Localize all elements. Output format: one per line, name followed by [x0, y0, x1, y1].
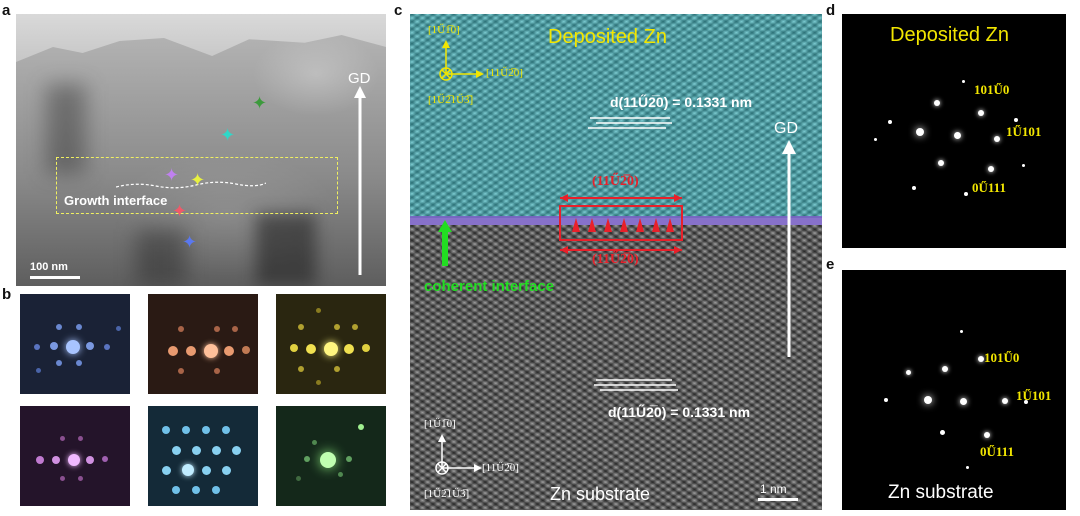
saed-pattern-green	[276, 406, 386, 506]
d-spacing-top: d(11Ű2̅0) = 0.1331 nm	[610, 94, 753, 110]
zn-substrate-label: Zn substrate	[550, 484, 651, 504]
scale-bar-c	[758, 498, 798, 501]
marker-violet-star-icon: ✦	[164, 165, 180, 185]
lattice-lines-bottom	[594, 379, 678, 391]
gd-label-c: GD	[774, 120, 798, 137]
marker-green-star-icon: ✦	[252, 93, 268, 113]
growth-region-box	[56, 157, 338, 214]
panel-label-d: d	[826, 2, 836, 19]
fft-e-index-2: 1Ű101	[1016, 388, 1052, 403]
axis-bottom-icon	[435, 434, 482, 475]
saed-pattern-yellow	[276, 294, 386, 394]
plane-label-bottom: (11Ű2̅0)	[592, 252, 639, 267]
saed-pattern-orange	[148, 294, 258, 394]
fft-d-index-3: 0Ű111	[972, 180, 1006, 195]
marker-red-star-icon: ✦	[172, 201, 188, 221]
axis-bottom-right-label: [11Ű2̅0]	[482, 462, 519, 474]
axis-bottom-up-label: [1Ű1̅0]	[424, 418, 456, 430]
axis-top-out-label: [1Ű2̅1Ű3̅]	[428, 94, 474, 106]
fft-e-index-1: 101Ű0	[984, 350, 1020, 365]
marker-yellow-star-icon: ✦	[190, 170, 206, 190]
coherent-arrow-icon	[438, 220, 452, 266]
fft-e-title: Zn substrate	[888, 482, 994, 503]
fft-d-title: Deposited Zn	[890, 24, 1009, 46]
scale-label: 100 nm	[30, 261, 68, 273]
gd-label: GD	[348, 70, 371, 87]
panel-label-b: b	[2, 286, 12, 303]
deposited-zn-label: Deposited Zn	[548, 26, 667, 48]
fft-pattern-substrate: 101Ű0 1Ű101 0Ű111 Zn substrate	[842, 270, 1066, 510]
d-spacing-bottom: d(11Ű2̅0) = 0.1331 nm	[608, 404, 751, 420]
marker-blue-star-icon: ✦	[182, 232, 198, 252]
tem-image-panel-a: Growth interface ✦ ✦ ✦ ✦ ✦ ✦ GD 100 nm	[16, 14, 386, 286]
fft-d-index-2: 1Ű101	[1006, 124, 1042, 139]
plane-label-top: (11Ű2̅0)	[592, 174, 639, 189]
scale-label-c: 1 nm	[760, 482, 787, 496]
panel-label-a: a	[2, 2, 11, 19]
lattice-lines-top	[588, 117, 672, 129]
fft-e-index-3: 0Ű111	[980, 444, 1014, 459]
axis-top-up-label: [1Ű1̅0]	[428, 24, 460, 36]
growth-interface-label: Growth interface	[64, 193, 168, 208]
saed-pattern-cyan	[148, 406, 258, 506]
coherent-interface-label: coherent interface	[424, 278, 555, 295]
coherence-arrows-icon	[559, 194, 683, 254]
panel-label-e: e	[826, 256, 835, 273]
axis-top-icon	[439, 40, 484, 81]
axis-bottom-out-label: [1Ű2̅1Ű3̅]	[424, 488, 470, 500]
marker-cyan-star-icon: ✦	[220, 125, 236, 145]
saed-pattern-blue	[20, 294, 130, 394]
gd-arrow-c-icon	[782, 140, 796, 357]
saed-pattern-violet	[20, 406, 130, 506]
fft-pattern-deposited: Deposited Zn 101Ű0 1Ű101 0Ű111	[842, 14, 1066, 248]
panel-label-c: c	[394, 2, 403, 19]
scale-bar	[30, 276, 80, 279]
growth-interface-line	[116, 181, 266, 189]
gd-arrow-icon	[354, 86, 366, 275]
hrtem-image-panel-c: Deposited Zn [1Ű1̅0] [11Ű2̅0] [1Ű2̅1Ű3̅]…	[410, 14, 822, 510]
interface-band	[410, 216, 822, 225]
fft-d-index-1: 101Ű0	[974, 82, 1010, 97]
axis-top-right-label: [11Ű2̅0]	[486, 67, 523, 79]
